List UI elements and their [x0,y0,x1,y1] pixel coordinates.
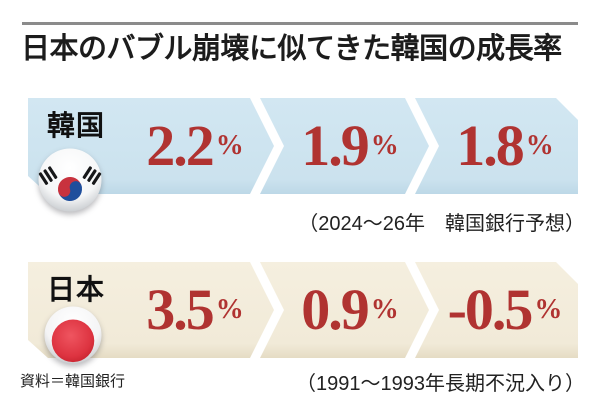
korea-segment-3 [415,98,578,194]
japan-value-1-number: 3.5 [146,277,214,342]
japan-value-2: 0.9% [270,262,430,358]
percent-sign: % [534,294,563,325]
japan-label: 日本 [47,274,106,305]
trigram-left [38,166,58,185]
japan-segment-3 [415,262,578,358]
japan-value-3: -0.5% [425,262,585,358]
top-divider-rule [22,22,578,25]
source-label: 資料＝韓国銀行 [20,373,126,390]
korea-value-3-number: 1.8 [456,113,524,178]
korea-value-2: 1.9% [270,98,430,194]
percent-sign: % [215,294,244,325]
japan-period-note: （1991〜1993年長期不況入り） [296,373,585,395]
japan-value-1: 3.5% [115,262,275,358]
korea-label: 韓国 [47,110,106,141]
korea-value-3: 1.8% [425,98,585,194]
percent-sign: % [370,130,399,161]
japan-value-2-number: 0.9 [301,277,369,342]
korea-segment-2 [260,98,429,194]
korea-value-1-number: 2.2 [146,113,214,178]
percent-sign: % [370,294,399,325]
rising-sun-circle [51,319,95,363]
page-title: 日本のバブル崩壊に似てきた韓国の成長率 [21,33,562,65]
japan-segment-2 [260,262,429,358]
korea-value-1: 2.2% [115,98,275,194]
japan-band-shape [28,262,578,358]
japan-value-3-number: -0.5 [447,277,534,342]
japan-flag-ball-icon [44,306,102,364]
korea-value-2-number: 1.9 [301,113,369,178]
korea-period-note: （2024〜26年 韓国銀行予想） [298,213,585,235]
percent-sign: % [215,130,244,161]
south-korea-flag-ball-icon [38,148,102,212]
percent-sign: % [525,130,554,161]
taegeuk-symbol [58,177,82,201]
trigram-right [82,166,102,185]
